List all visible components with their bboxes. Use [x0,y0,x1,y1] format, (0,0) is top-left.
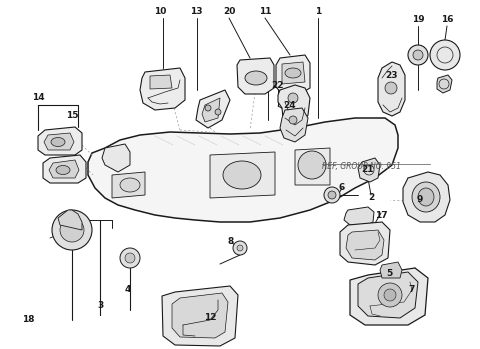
Polygon shape [172,293,228,338]
Text: 17: 17 [375,210,387,220]
Circle shape [408,45,428,65]
Text: 8: 8 [228,238,234,246]
Polygon shape [162,286,238,346]
Polygon shape [58,210,82,230]
Polygon shape [282,62,305,84]
Ellipse shape [120,178,140,192]
Polygon shape [196,90,230,128]
Text: 19: 19 [412,15,424,24]
Ellipse shape [56,165,70,174]
Text: 10: 10 [154,7,166,16]
Polygon shape [280,108,308,142]
Text: 7: 7 [409,285,415,295]
Circle shape [120,248,140,268]
Circle shape [328,191,336,199]
Text: 20: 20 [223,7,235,16]
Text: 9: 9 [417,195,423,205]
Polygon shape [276,55,310,94]
Text: 1: 1 [315,7,321,16]
Circle shape [233,241,247,255]
Circle shape [237,245,243,251]
Ellipse shape [223,161,261,189]
Polygon shape [350,268,428,325]
Polygon shape [378,62,405,116]
Circle shape [205,105,211,111]
Polygon shape [140,68,185,110]
Polygon shape [278,85,310,130]
Text: 5: 5 [386,269,392,279]
Text: 12: 12 [204,313,216,322]
Text: 3: 3 [97,300,103,310]
Circle shape [378,283,402,307]
Polygon shape [202,98,220,122]
Circle shape [125,253,135,263]
Text: 2: 2 [368,193,374,202]
Polygon shape [340,222,390,265]
Circle shape [298,151,326,179]
Polygon shape [150,75,172,89]
Polygon shape [346,230,384,260]
Text: 21: 21 [362,165,374,174]
Circle shape [60,218,84,242]
Text: 16: 16 [441,15,453,24]
Polygon shape [88,118,398,222]
Text: 18: 18 [22,315,34,325]
Text: 13: 13 [190,7,202,16]
Ellipse shape [418,188,434,206]
Polygon shape [210,152,275,198]
Polygon shape [237,58,274,94]
Circle shape [430,40,460,70]
Text: 11: 11 [259,7,271,16]
Polygon shape [358,158,380,182]
Polygon shape [112,172,145,198]
Polygon shape [44,133,74,150]
Text: REF, GROUP NO. 951: REF, GROUP NO. 951 [322,162,401,171]
Text: 22: 22 [272,82,284,90]
Text: 4: 4 [125,285,131,295]
Polygon shape [43,155,86,183]
Text: 23: 23 [386,70,398,80]
Polygon shape [38,127,82,155]
Polygon shape [403,172,450,222]
Ellipse shape [51,138,65,147]
Ellipse shape [245,71,267,85]
Ellipse shape [285,68,301,78]
Circle shape [52,210,92,250]
Circle shape [384,289,396,301]
Polygon shape [358,272,418,318]
Circle shape [385,82,397,94]
Polygon shape [295,148,330,185]
Circle shape [324,187,340,203]
Circle shape [289,116,297,124]
Circle shape [215,109,221,115]
Text: 15: 15 [66,111,78,119]
Text: 14: 14 [32,94,44,103]
Text: 6: 6 [339,184,345,193]
Polygon shape [437,75,452,93]
Polygon shape [102,144,130,172]
Circle shape [288,93,298,103]
Ellipse shape [412,182,440,212]
Text: 24: 24 [284,101,296,110]
Polygon shape [344,207,374,226]
Circle shape [413,50,423,60]
Polygon shape [49,160,79,178]
Polygon shape [380,262,402,278]
